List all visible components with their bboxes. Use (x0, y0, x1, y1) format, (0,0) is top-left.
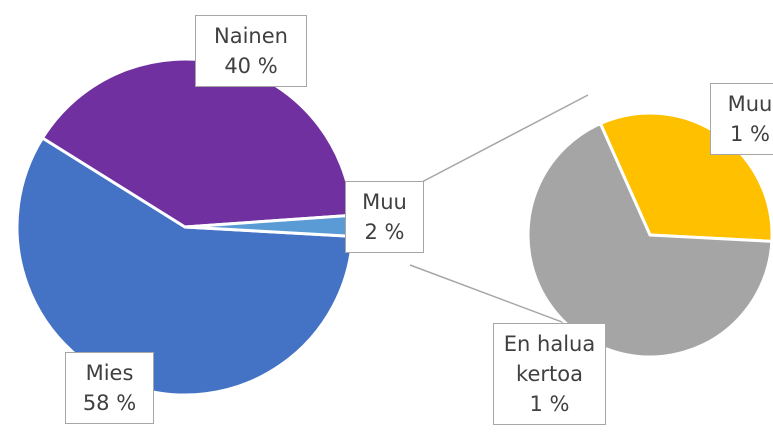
value-label: 1 % (529, 392, 570, 416)
data-label: Nainen 40 % (195, 15, 307, 87)
category-label: Muu (727, 92, 773, 116)
value-label: 1 % (730, 122, 770, 146)
category-label: En halua kertoa (503, 332, 596, 386)
category-label: Nainen (214, 24, 288, 48)
category-label: Mies (85, 361, 134, 385)
connector-line (419, 94, 589, 184)
data-label: Muu 2 % (345, 181, 424, 253)
value-label: 58 % (82, 391, 137, 415)
data-label: En halua kertoa 1 % (493, 323, 606, 425)
data-label: Mies 58 % (65, 352, 154, 424)
value-label: 2 % (364, 220, 405, 244)
data-label: Muu 1 % (710, 83, 773, 155)
category-label: Muu (362, 190, 407, 214)
value-label: 40 % (224, 54, 278, 78)
